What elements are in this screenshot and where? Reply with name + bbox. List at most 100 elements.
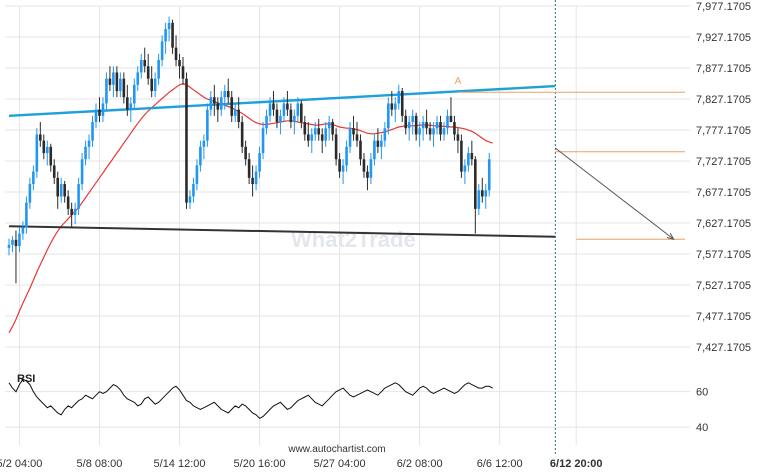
candle-body	[139, 60, 143, 73]
candle-body	[247, 159, 251, 178]
candle-body	[286, 103, 289, 110]
y-tick-label: 7,427.1705	[696, 342, 751, 354]
candle-body	[45, 146, 49, 154]
candle-body	[49, 146, 53, 166]
candle-body	[119, 78, 122, 92]
candle-body	[7, 244, 11, 248]
candle-body	[240, 122, 244, 147]
candle-body	[195, 165, 199, 185]
candle-body	[35, 134, 39, 172]
candle-body	[28, 184, 32, 203]
candle-body	[223, 91, 227, 98]
candle-body	[160, 41, 164, 61]
candle-body	[293, 115, 296, 123]
candle-body	[463, 165, 467, 172]
candle-body	[369, 159, 373, 178]
candle-body	[376, 140, 380, 147]
candle-body	[14, 239, 18, 247]
candle-body	[414, 115, 418, 135]
candle-body	[453, 122, 456, 135]
y-tick-label: 7,977.1705	[696, 1, 751, 13]
candle-body	[21, 227, 25, 234]
candles	[7, 16, 491, 284]
candle-body	[407, 122, 411, 129]
candle-body	[226, 91, 230, 98]
x-tick-label: 6/6 12:00	[477, 458, 523, 470]
candle-body	[484, 190, 488, 197]
projection-arrow-line	[555, 147, 674, 240]
candle-body	[42, 140, 46, 154]
candle-body	[91, 122, 94, 141]
candle-body	[334, 134, 338, 160]
candle-body	[206, 109, 209, 141]
rsi-tick-label: 60	[696, 387, 708, 399]
candle-body	[352, 128, 355, 135]
candle-body	[296, 103, 300, 116]
candle-body	[11, 239, 14, 245]
candle-body	[146, 66, 150, 79]
candle-body	[310, 134, 314, 141]
candle-body	[153, 78, 157, 92]
candle-body	[52, 165, 56, 178]
candle-body	[313, 128, 317, 135]
candle-body	[199, 146, 202, 166]
x-tick-label: 5/8 08:00	[77, 458, 123, 470]
candle-body	[480, 190, 484, 197]
y-tick-label: 7,827.1705	[696, 94, 751, 106]
candle-body	[345, 146, 348, 166]
support-line	[8, 225, 556, 238]
candle-body	[254, 171, 258, 185]
candle-body	[300, 103, 303, 123]
candle-body	[98, 109, 101, 116]
x-tick-label: 6/12 20:00	[550, 458, 603, 470]
candle-body	[348, 128, 352, 147]
candle-body	[251, 177, 254, 185]
y-tick-label: 7,627.1705	[696, 218, 751, 230]
candle-body	[150, 78, 153, 92]
candle-body	[136, 72, 140, 85]
candle-body	[181, 66, 185, 79]
candle-body	[268, 103, 272, 116]
candle-body	[418, 128, 421, 135]
price-axis: 7,977.1705 7,927.1705 7,877.1705 7,827.1705…	[696, 1, 751, 434]
x-tick-label: 6/2 08:00	[397, 458, 443, 470]
candle-body	[449, 115, 453, 123]
candle-body	[244, 146, 247, 160]
candle-body	[122, 78, 126, 98]
candle-body	[341, 165, 345, 172]
watermark: What2Trade	[291, 227, 416, 252]
candle-body	[73, 208, 77, 216]
candle-body	[105, 78, 108, 104]
candle-body	[56, 177, 60, 197]
candle-body	[373, 140, 376, 160]
candle-body	[442, 128, 446, 135]
rsi-tick-label: 40	[696, 422, 708, 434]
candle-body	[192, 184, 195, 197]
candle-body	[178, 60, 181, 67]
candle-body	[460, 140, 463, 172]
candle-body	[188, 196, 192, 203]
candle-body	[39, 134, 42, 141]
y-tick-label: 7,527.1705	[696, 280, 751, 292]
candle-body	[470, 153, 474, 160]
y-tick-label: 7,927.1705	[696, 32, 751, 44]
candle-body	[126, 97, 129, 110]
candle-body	[129, 103, 133, 110]
candle-body	[174, 47, 178, 61]
rsi-panel: RSI	[8, 373, 493, 419]
candle-body	[77, 184, 80, 209]
candle-body	[435, 122, 439, 129]
y-tick-label: 7,677.1705	[696, 187, 751, 199]
x-tick-label: 5/27 04:00	[314, 458, 366, 470]
candle-body	[289, 109, 293, 123]
candle-body	[446, 115, 449, 129]
candle-body	[70, 208, 73, 216]
candle-body	[108, 78, 112, 85]
candle-body	[359, 140, 362, 160]
candle-body	[63, 184, 66, 197]
candle-body	[216, 103, 220, 110]
candle-body	[317, 128, 321, 135]
candle-body	[80, 159, 84, 185]
candle-body	[167, 22, 171, 30]
